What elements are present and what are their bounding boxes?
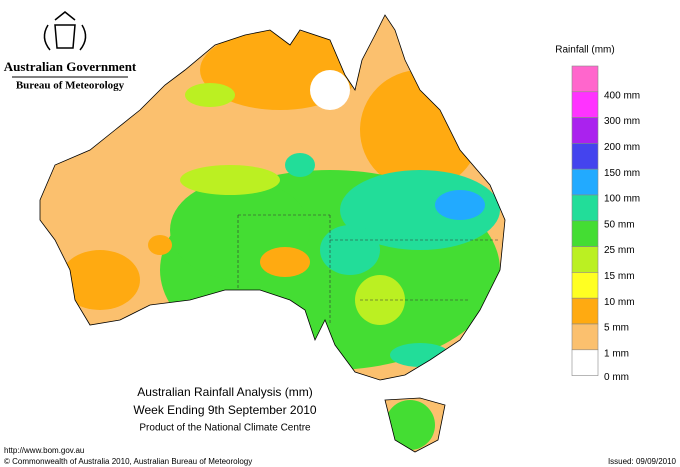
legend-swatch [571,297,599,325]
legend-swatch [571,91,599,118]
footer-issued: Issued: 09/09/2010 [608,457,677,466]
legend-label: 100 mm [604,194,640,205]
legend-swatch [571,168,599,196]
legend-label: 1 mm [604,348,629,359]
bureau: Bureau of Meteorology [16,80,125,92]
coastline [39,14,506,453]
legend-swatch [571,272,599,299]
legend-label: 50 mm [604,219,635,230]
legend-swatch [571,194,599,222]
legend-label: 5 mm [604,323,629,334]
legend-label: 150 mm [604,168,640,179]
state-borders [237,214,500,325]
government: Australian Government [4,59,137,74]
legend-title: Rainfall (mm) [555,45,614,56]
legend-swatch [571,323,599,351]
map-subtitle: Week Ending 9th September 2010 [133,403,317,417]
legend-label: 10 mm [604,297,635,308]
legend-swatch [571,220,599,247]
legend-swatch [571,65,599,93]
legend-swatch [571,143,599,170]
footer-copyright: © Commonwealth of Australia 2010, Austra… [4,457,252,466]
legend-swatch [571,117,599,144]
legend-swatch [571,349,599,376]
legend: 400 mm 300 mm 200 mm 150 mm 100 mm 50 mm 25 mm… [571,65,640,383]
legend-label: 400 mm [604,90,640,101]
legend-label: 300 mm [604,116,640,127]
map-credit: Product of the National Climate Centre [139,423,311,434]
legend-label: 0 mm [604,372,629,383]
legend-label: 200 mm [604,142,640,153]
map-title: Australian Rainfall Analysis (mm) [137,385,312,399]
crest [43,11,87,51]
footer-url: http://www.bom.gov.au [4,446,84,455]
legend-label: 25 mm [604,245,635,256]
legend-label: 15 mm [604,271,635,282]
legend-swatch [571,246,599,273]
